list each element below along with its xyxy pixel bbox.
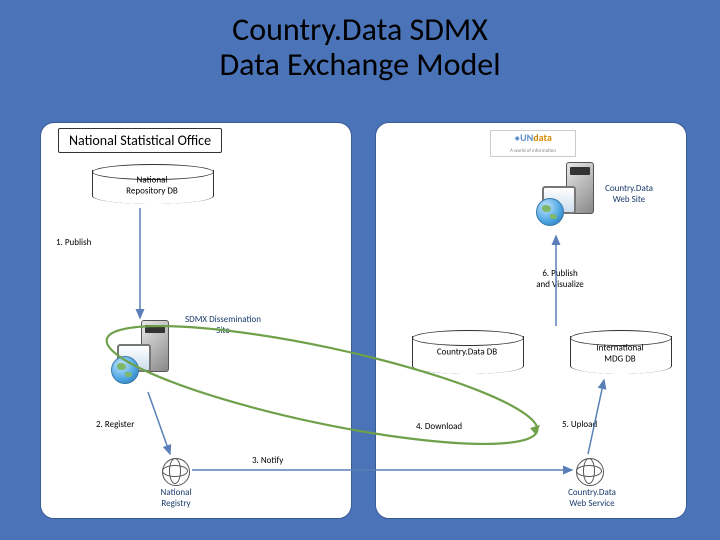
step-5-upload: 5. Upload	[562, 419, 597, 430]
cd-webservice-label: Country.Data Web Service	[556, 488, 628, 510]
step-3-notify: 3. Notify	[252, 455, 283, 466]
step-4-download: 4. Download	[416, 421, 462, 432]
countrydata-website-server	[540, 162, 600, 230]
countrydata-webservice-icon	[576, 458, 604, 486]
national-office-header: National Statistical Office	[58, 128, 222, 153]
undata-logo: ✹UNdata A world of information	[490, 130, 576, 157]
step-2-register: 2. Register	[96, 419, 134, 430]
national-registry-label: National Registry	[140, 488, 212, 510]
cd-db-label: Country.Data DB	[437, 347, 497, 358]
repo-db-label-1: National	[137, 174, 168, 185]
globe-icon	[111, 356, 139, 384]
step-6-publish-visualize: 6. Publish and Visualize	[520, 268, 600, 290]
sdmx-dissemination-server	[115, 320, 175, 388]
national-registry-icon	[162, 458, 190, 486]
mdg-db-label-1: International	[596, 342, 643, 353]
globe-icon	[536, 198, 564, 226]
step-1-publish: 1. Publish	[56, 237, 91, 248]
countrydata-db: Country.Data DB	[412, 330, 522, 374]
cd-website-label: Country.Data Web Site	[594, 184, 664, 206]
diagram-title: Country.Data SDMX Data Exchange Model	[0, 0, 720, 82]
international-mdg-db: International MDG DB	[570, 330, 670, 374]
title-line-1: Country.Data SDMX	[232, 10, 488, 49]
panel-undata	[375, 122, 687, 519]
repo-db-label-2: Repository DB	[126, 185, 178, 196]
sdmx-site-label: SDMX Dissemination Site	[168, 315, 278, 337]
undata-sub: A world of information	[491, 145, 575, 157]
title-line-2: Data Exchange Model	[219, 45, 500, 84]
mdg-db-label-2: MDG DB	[604, 353, 635, 364]
national-repository-db: National Repository DB	[92, 164, 212, 204]
